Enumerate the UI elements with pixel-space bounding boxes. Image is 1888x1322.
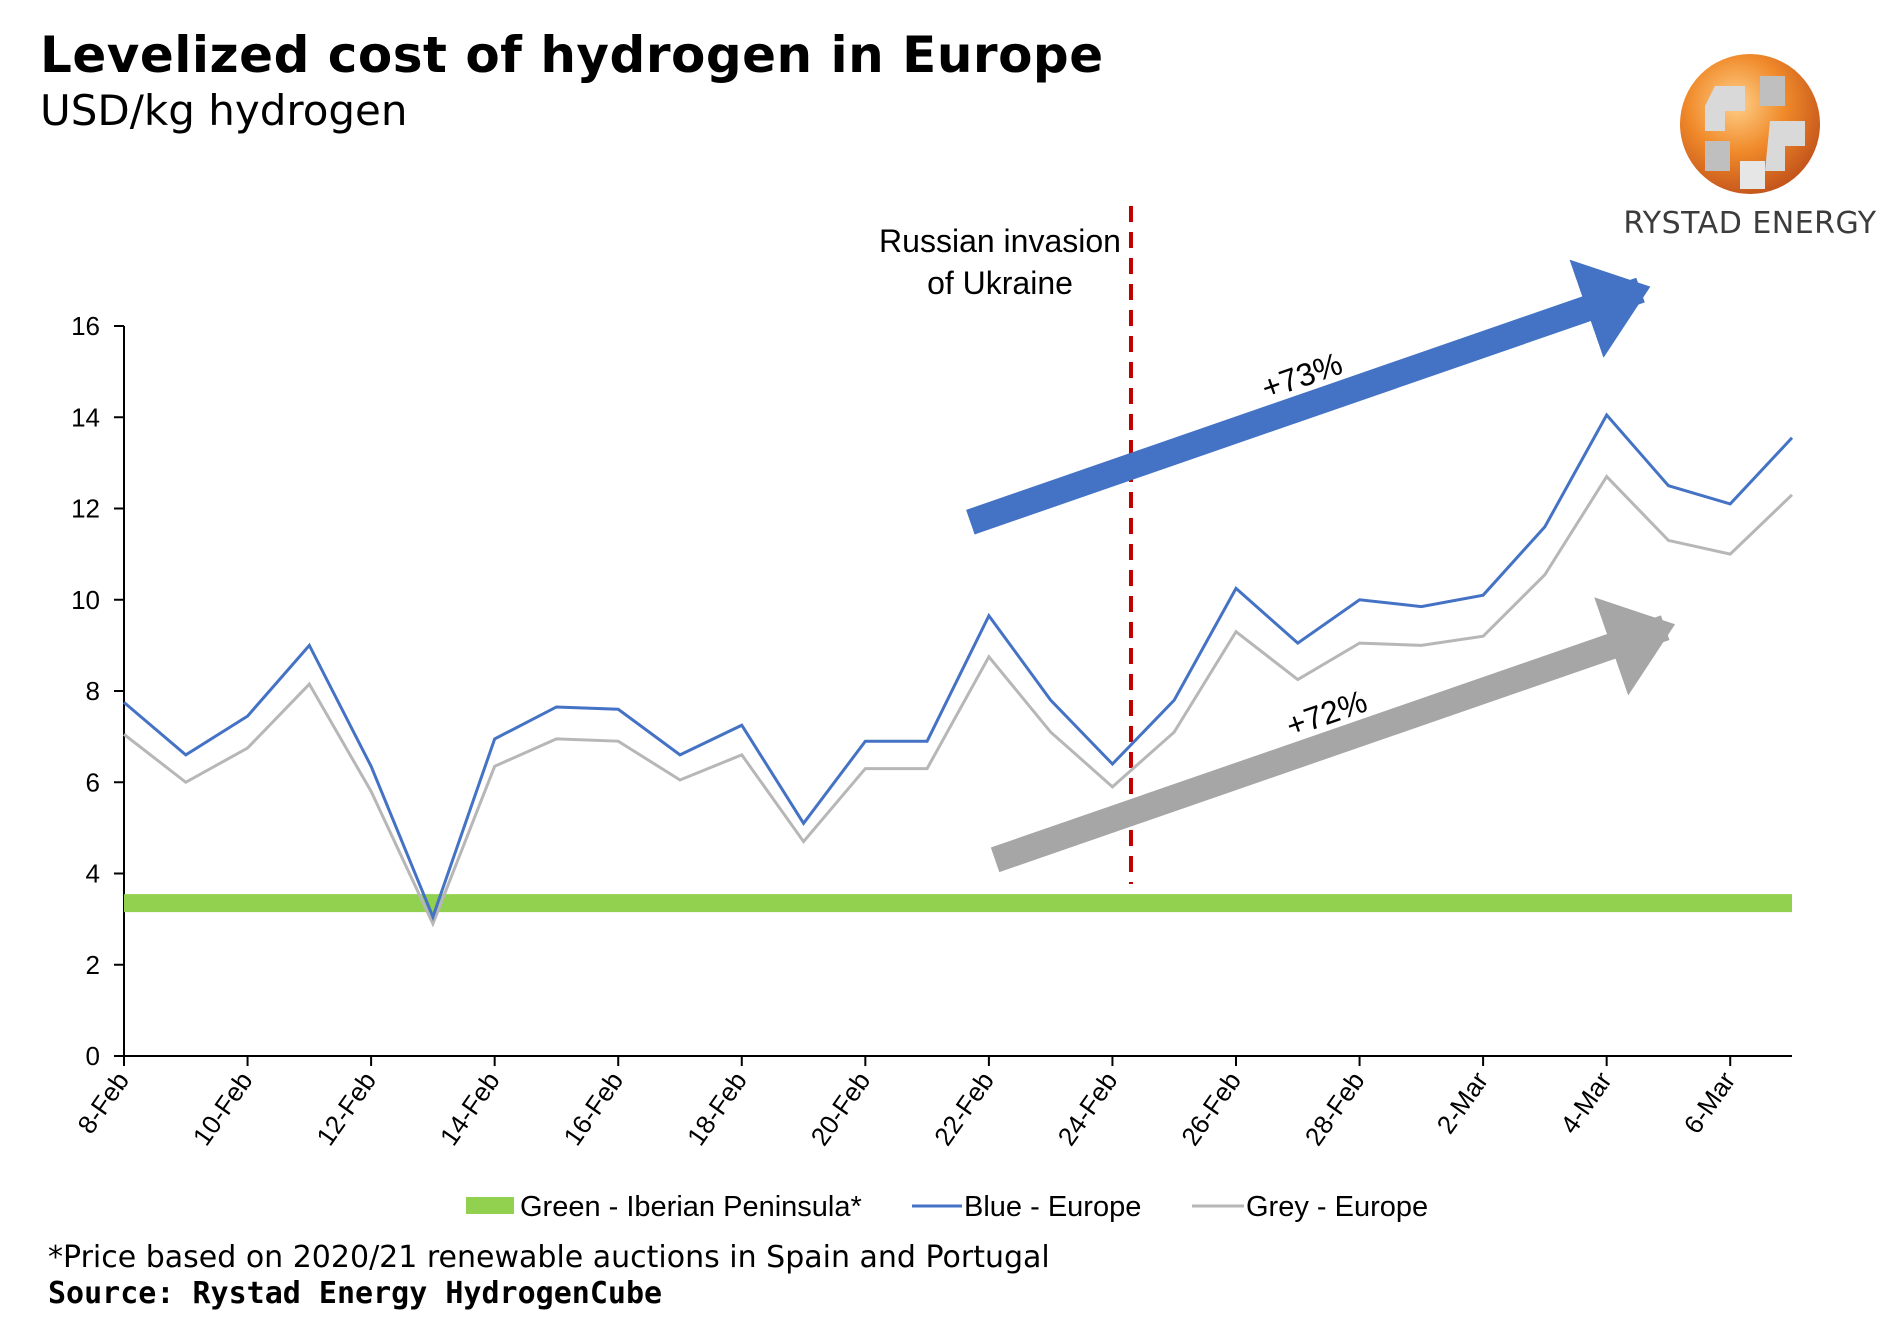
series-grey-europe [123, 474, 1794, 928]
x-tick-label: 18-Feb [681, 1066, 753, 1151]
legend: Green - Iberian Peninsula* Blue - Europe… [466, 1191, 1428, 1223]
x-tick-label: 10-Feb [187, 1066, 259, 1151]
x-tick-label: 20-Feb [804, 1066, 876, 1151]
x-tick-label: 26-Feb [1175, 1066, 1247, 1151]
trend-arrow-grey [990, 597, 1676, 873]
x-tick-label: 16-Feb [557, 1066, 629, 1151]
y-tick-label: 4 [86, 859, 100, 889]
x-tick-label: 22-Feb [928, 1066, 1000, 1151]
footnote: *Price based on 2020/21 renewable auctio… [48, 1240, 1050, 1275]
series-blue-europe [123, 412, 1794, 922]
x-tick-label: 24-Feb [1052, 1066, 1124, 1151]
x-tick-label: 4-Mar [1554, 1066, 1618, 1139]
y-tick-label: 0 [86, 1041, 100, 1071]
logo-text: RYSTAD ENERGY [1623, 206, 1877, 241]
y-tick-label: 12 [71, 494, 100, 524]
x-axis: 8-Feb 10-Feb 12-Feb 14-Feb 16-Feb 18-Feb 20-Fe… [71, 1055, 1792, 1151]
event-label: Russian invasion [879, 223, 1121, 259]
y-axis: 0 2 4 6 8 10 12 14 16 [71, 311, 125, 1071]
legend-swatch-green [466, 1197, 514, 1214]
y-tick-label: 10 [71, 585, 100, 615]
legend-label-grey: Grey - Europe [1246, 1191, 1428, 1223]
legend-label-green: Green - Iberian Peninsula* [520, 1191, 862, 1223]
y-tick-label: 16 [71, 311, 100, 341]
x-tick-label: 28-Feb [1299, 1066, 1371, 1151]
chart-title: Levelized cost of hydrogen in Europe [40, 26, 1104, 84]
y-tick-label: 2 [86, 950, 100, 980]
chart-subtitle: USD/kg hydrogen [40, 86, 408, 135]
event-label-line2: of Ukraine [927, 265, 1073, 301]
y-tick-label: 8 [86, 676, 100, 706]
x-tick-label: 8-Feb [71, 1066, 135, 1139]
x-tick-label: 6-Mar [1678, 1066, 1742, 1139]
trend-arrow-blue [966, 259, 1651, 535]
x-tick-label: 2-Mar [1431, 1066, 1495, 1139]
y-tick-label: 6 [86, 767, 100, 797]
legend-label-blue: Blue - Europe [964, 1191, 1141, 1223]
globe-logo-icon [1680, 54, 1820, 194]
y-tick-label: 14 [71, 402, 100, 432]
x-tick-label: 14-Feb [434, 1066, 506, 1151]
x-tick-label: 12-Feb [310, 1066, 382, 1151]
source-line: Source: Rystad Energy HydrogenCube [48, 1276, 663, 1311]
